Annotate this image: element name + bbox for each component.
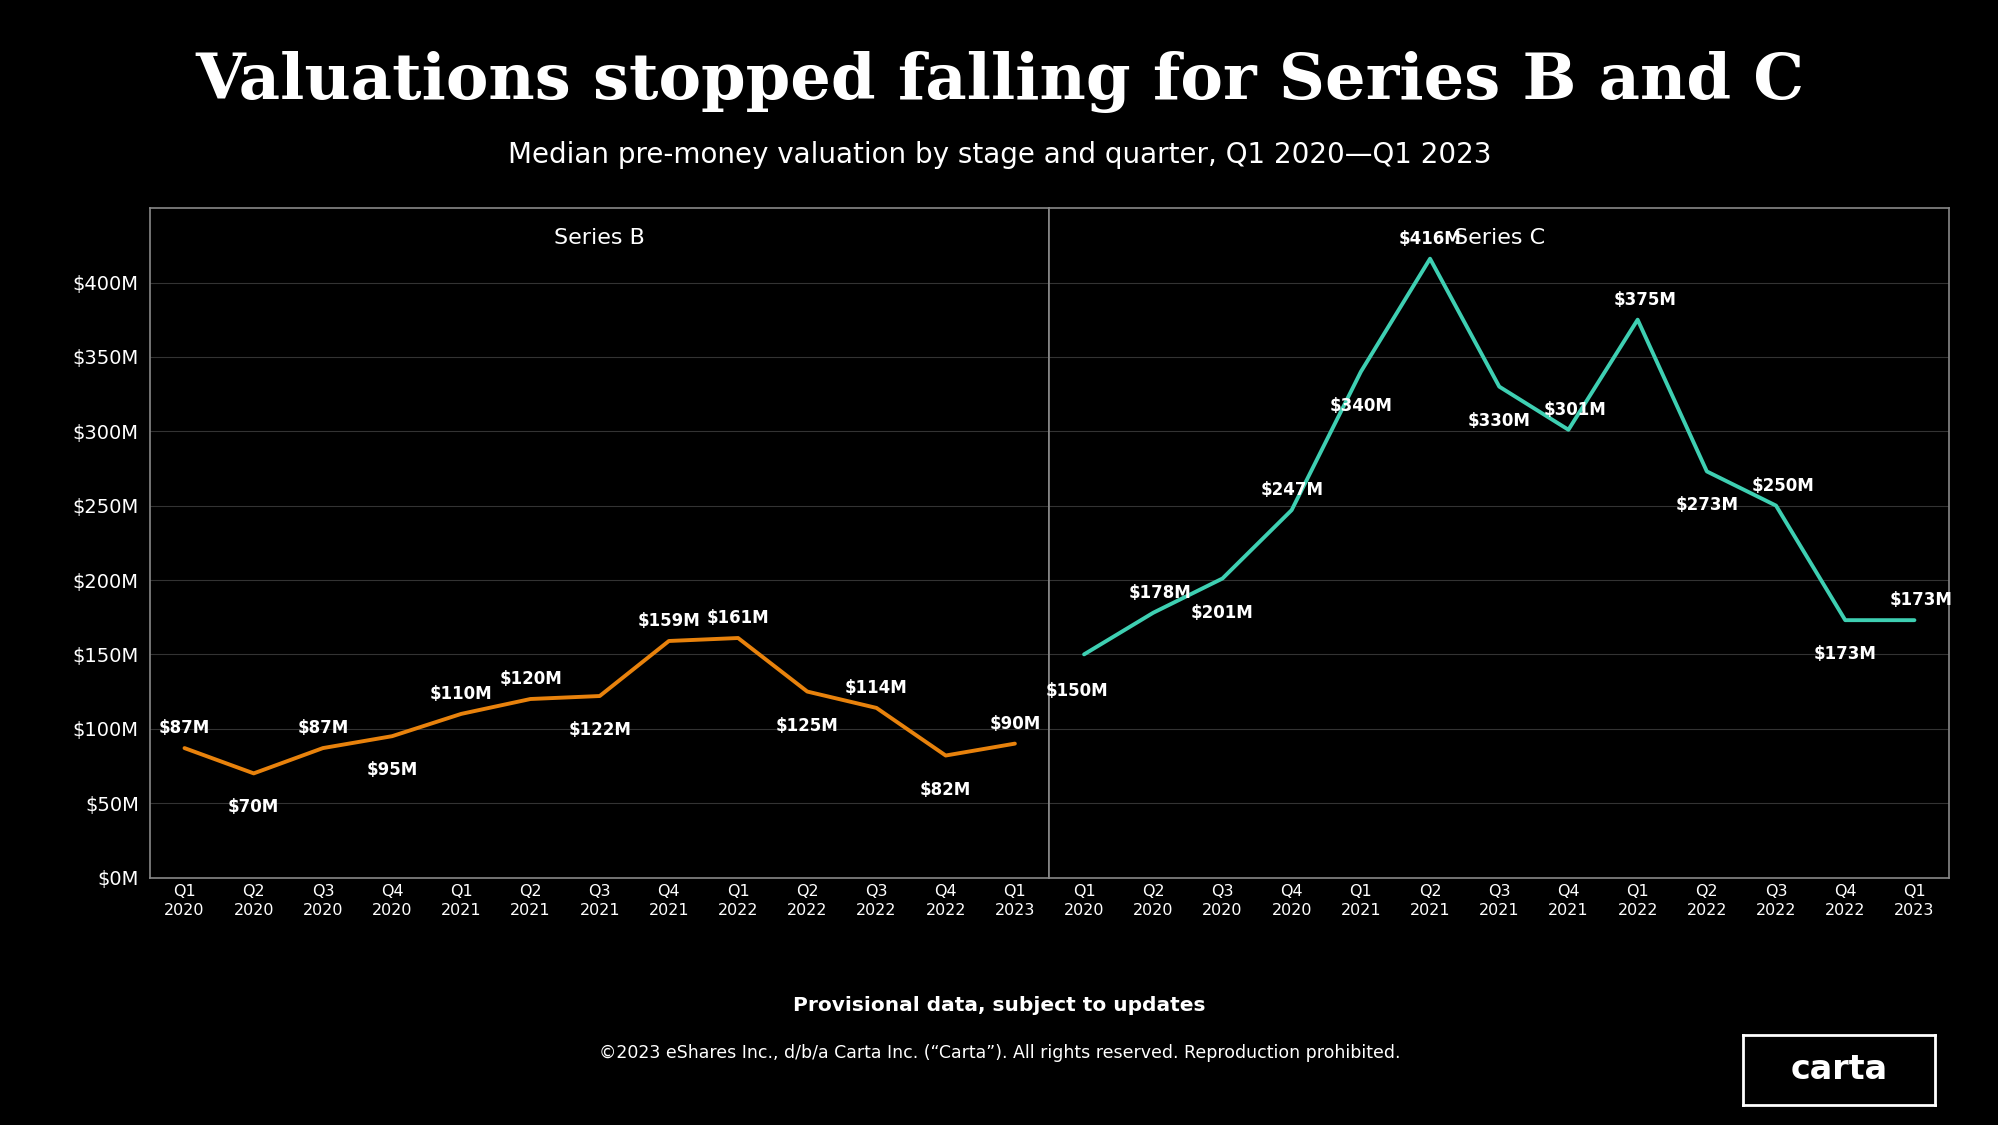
Text: $340M: $340M bbox=[1329, 397, 1391, 415]
Text: $250M: $250M bbox=[1750, 477, 1814, 495]
Text: $150M: $150M bbox=[1045, 682, 1107, 700]
Text: ©2023 eShares Inc., d/b/a Carta Inc. (“Carta”). All rights reserved. Reproductio: ©2023 eShares Inc., d/b/a Carta Inc. (“C… bbox=[599, 1044, 1399, 1062]
Text: $173M: $173M bbox=[1888, 591, 1952, 609]
Text: $90M: $90M bbox=[989, 714, 1041, 732]
Text: $87M: $87M bbox=[298, 719, 348, 737]
Text: Valuations stopped falling for Series B and C: Valuations stopped falling for Series B … bbox=[196, 51, 1802, 112]
Text: $161M: $161M bbox=[707, 609, 769, 627]
Text: $70M: $70M bbox=[228, 799, 280, 817]
Text: $247M: $247M bbox=[1259, 482, 1323, 500]
Text: $82M: $82M bbox=[919, 781, 971, 799]
Text: $273M: $273M bbox=[1674, 496, 1738, 514]
Text: $301M: $301M bbox=[1542, 400, 1606, 418]
Text: $122M: $122M bbox=[567, 721, 631, 739]
Text: Median pre-money valuation by stage and quarter, Q1 2020—Q1 2023: Median pre-money valuation by stage and … bbox=[507, 141, 1491, 169]
Text: $125M: $125M bbox=[775, 717, 839, 735]
Text: Series B: Series B bbox=[553, 228, 645, 249]
Text: $120M: $120M bbox=[500, 669, 561, 687]
Text: Series C: Series C bbox=[1453, 228, 1544, 249]
Text: $87M: $87M bbox=[158, 719, 210, 737]
Text: carta: carta bbox=[1790, 1053, 1886, 1087]
Text: $178M: $178M bbox=[1129, 584, 1191, 602]
Text: $159M: $159M bbox=[637, 612, 699, 630]
Text: Provisional data, subject to updates: Provisional data, subject to updates bbox=[793, 996, 1205, 1015]
Text: $416M: $416M bbox=[1399, 229, 1461, 248]
Text: $201M: $201M bbox=[1191, 603, 1253, 621]
Text: $375M: $375M bbox=[1612, 290, 1674, 308]
Text: $330M: $330M bbox=[1467, 412, 1530, 430]
Text: $95M: $95M bbox=[366, 762, 418, 780]
Text: $110M: $110M bbox=[430, 685, 492, 703]
Text: $114M: $114M bbox=[845, 678, 907, 696]
Text: $173M: $173M bbox=[1812, 645, 1876, 663]
